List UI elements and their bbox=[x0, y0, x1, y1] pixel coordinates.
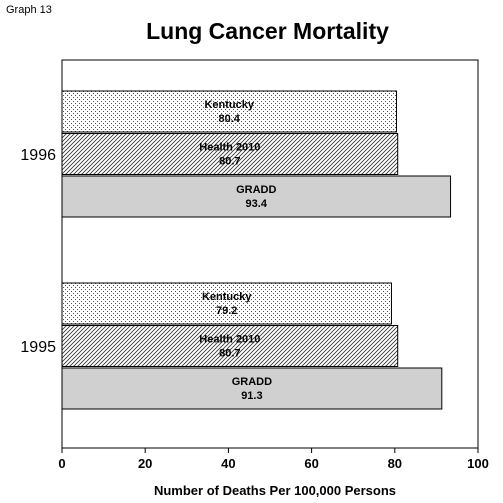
x-tick-label: 20 bbox=[138, 456, 152, 471]
x-tick-label: 60 bbox=[304, 456, 318, 471]
x-tick-label: 80 bbox=[388, 456, 402, 471]
graph-number: Graph 13 bbox=[6, 4, 52, 16]
category-label-1995: 1995 bbox=[20, 339, 56, 356]
bar-gradd-1995 bbox=[61, 367, 443, 410]
bar-series-label: Kentucky bbox=[204, 99, 254, 111]
x-tick-label: 40 bbox=[221, 456, 235, 471]
x-tick-label: 100 bbox=[467, 456, 489, 471]
x-axis-label: Number of Deaths Per 100,000 Persons bbox=[154, 483, 396, 498]
chart-title: Lung Cancer Mortality bbox=[146, 18, 389, 44]
bar-value-label: 80.7 bbox=[219, 348, 240, 360]
plot-area bbox=[61, 59, 479, 449]
bar-health-2010-1996 bbox=[61, 133, 399, 175]
bar-series-label: Health 2010 bbox=[199, 334, 260, 346]
bar-series-label: Kentucky bbox=[202, 291, 252, 303]
bar-value-label: 91.3 bbox=[241, 390, 262, 402]
bar-value-label: 80.4 bbox=[219, 113, 241, 125]
bar-kentucky-1996 bbox=[61, 90, 397, 133]
bar-value-label: 80.7 bbox=[219, 156, 240, 168]
bar-series-label: GRADD bbox=[232, 376, 272, 388]
bar-gradd-1996 bbox=[61, 175, 452, 218]
bar-health-2010-1995 bbox=[61, 325, 399, 367]
category-label-1996: 1996 bbox=[20, 147, 56, 164]
x-tick-label: 0 bbox=[58, 456, 65, 471]
bar-series-label: Health 2010 bbox=[199, 142, 260, 154]
bar-kentucky-1995 bbox=[61, 282, 392, 325]
bar-value-label: 79.2 bbox=[216, 305, 237, 317]
bar-series-label: GRADD bbox=[236, 184, 276, 196]
bar-value-label: 93.4 bbox=[246, 198, 268, 210]
